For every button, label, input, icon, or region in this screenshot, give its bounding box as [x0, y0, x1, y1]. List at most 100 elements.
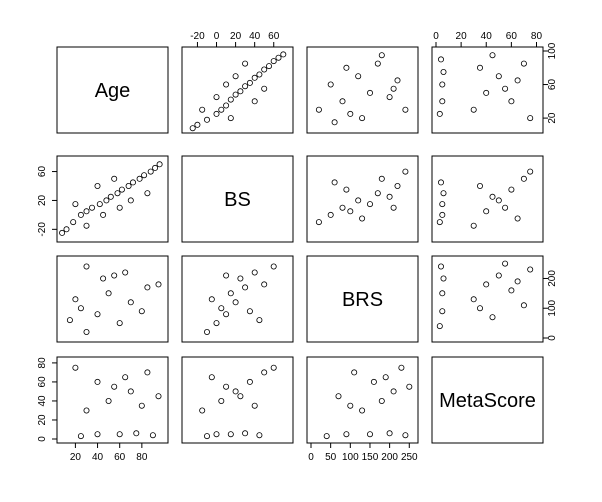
point-metascore-vs-bs-11 — [237, 393, 244, 400]
point-age-vs-bs-17 — [199, 106, 206, 113]
point-brs-vs-bs-12 — [246, 308, 253, 315]
point-bs-vs-metascore-7 — [495, 197, 502, 204]
point-age-vs-bs-20 — [232, 73, 239, 80]
point-bs-vs-age-18 — [100, 211, 107, 218]
point-metascore-vs-brs-14 — [347, 402, 354, 409]
point-age-vs-brs-7 — [386, 94, 393, 101]
point-age-vs-bs-19 — [223, 81, 230, 88]
point-bs-vs-metascore-6 — [483, 208, 490, 215]
point-metascore-vs-age-0 — [77, 433, 84, 440]
point-age-vs-metascore-6 — [483, 89, 490, 96]
point-age-vs-bs-4 — [223, 102, 230, 109]
point-metascore-vs-bs-7 — [232, 388, 239, 395]
tick-label-bs-top-4: 60 — [268, 31, 280, 42]
point-metascore-vs-brs-10 — [398, 364, 405, 371]
point-metascore-vs-age-2 — [116, 431, 123, 438]
point-bs-vs-age-6 — [103, 197, 110, 204]
point-bs-vs-age-16 — [156, 161, 163, 168]
point-age-vs-brs-3 — [347, 110, 354, 117]
point-bs-vs-brs-7 — [386, 193, 393, 200]
point-brs-vs-metascore-0 — [436, 323, 443, 330]
point-brs-vs-age-10 — [155, 281, 162, 288]
point-age-vs-bs-2 — [213, 110, 220, 117]
point-brs-vs-bs-1 — [213, 320, 220, 327]
point-bs-vs-age-17 — [83, 222, 90, 229]
point-brs-vs-age-13 — [66, 317, 73, 324]
point-metascore-vs-brs-3 — [386, 430, 393, 437]
point-bs-vs-age-23 — [94, 182, 101, 189]
point-age-vs-metascore-12 — [502, 85, 509, 92]
panel-metascore-vs-bs — [181, 356, 294, 444]
point-bs-vs-metascore-3 — [440, 190, 447, 197]
point-age-vs-brs-0 — [315, 106, 322, 113]
point-metascore-vs-brs-11 — [335, 393, 342, 400]
panel-age-vs-metascore — [431, 46, 544, 134]
point-brs-vs-metascore-13 — [514, 278, 521, 285]
tick-label-age-bottom-3: 80 — [136, 452, 148, 463]
point-metascore-vs-age-1 — [94, 431, 101, 438]
point-brs-vs-age-7 — [100, 275, 107, 282]
point-brs-vs-age-11 — [72, 296, 79, 303]
tick-label-metascore-top-2: 40 — [481, 31, 493, 42]
point-age-vs-bs-9 — [246, 79, 253, 86]
point-metascore-vs-brs-8 — [370, 378, 377, 385]
tick-label-metascore-top-4: 80 — [531, 31, 543, 42]
point-bs-vs-age-10 — [125, 182, 132, 189]
point-age-vs-bs-16 — [280, 51, 287, 58]
point-metascore-vs-brs-0 — [323, 433, 330, 440]
point-age-vs-metascore-8 — [508, 98, 515, 105]
point-brs-vs-age-14 — [111, 272, 118, 279]
panel-bs-vs-metascore — [431, 155, 544, 243]
point-brs-vs-bs-13 — [256, 317, 263, 324]
tick-label-brs-right-2: 200 — [547, 270, 558, 287]
tick-label-age-bottom-1: 40 — [92, 452, 104, 463]
tick-label-bs-top-1: 0 — [214, 31, 220, 42]
point-bs-vs-age-0 — [63, 226, 70, 233]
point-age-vs-brs-5 — [366, 89, 373, 96]
point-metascore-vs-bs-3 — [242, 430, 249, 437]
point-metascore-vs-brs-6 — [378, 397, 385, 404]
point-age-vs-metascore-13 — [514, 77, 521, 84]
point-bs-vs-metascore-8 — [508, 186, 515, 193]
point-metascore-vs-age-10 — [72, 364, 79, 371]
point-age-vs-bs-13 — [265, 63, 272, 70]
point-brs-vs-age-6 — [144, 284, 151, 291]
point-age-vs-metascore-9 — [520, 60, 527, 67]
tick-label-age-right-1: 60 — [547, 79, 558, 91]
point-brs-vs-age-4 — [127, 299, 134, 306]
point-age-vs-metascore-10 — [527, 115, 534, 122]
tick-label-metascore-left-4: 80 — [37, 357, 48, 369]
point-brs-vs-age-9 — [83, 263, 90, 270]
point-metascore-vs-bs-5 — [199, 407, 206, 414]
tick-label-brs-bottom-1: 50 — [325, 452, 337, 463]
tick-label-metascore-left-0: 0 — [37, 436, 48, 442]
tick-label-brs-bottom-0: 0 — [308, 452, 314, 463]
point-brs-vs-bs-7 — [237, 275, 244, 282]
point-bs-vs-age-7 — [107, 193, 114, 200]
point-bs-vs-metascore-13 — [514, 215, 521, 222]
tick-label-brs-bottom-2: 100 — [342, 452, 359, 463]
variable-label-brs: BRS — [342, 289, 383, 311]
point-bs-vs-brs-11 — [359, 215, 366, 222]
tick-label-bs-top-3: 40 — [249, 31, 261, 42]
panel-brs-vs-age — [56, 255, 169, 343]
point-bs-vs-age-3 — [83, 208, 90, 215]
tick-label-metascore-left-3: 60 — [37, 376, 48, 388]
tick-label-brs-right-0: 0 — [547, 335, 558, 341]
point-bs-vs-age-15 — [152, 164, 159, 171]
point-age-vs-bs-23 — [251, 98, 258, 105]
point-brs-vs-bs-14 — [223, 272, 230, 279]
point-age-vs-bs-7 — [237, 88, 244, 95]
point-metascore-vs-bs-1 — [213, 431, 220, 438]
point-bs-vs-brs-1 — [327, 211, 334, 218]
point-brs-vs-bs-4 — [232, 299, 239, 306]
point-brs-vs-metascore-5 — [470, 296, 477, 303]
point-bs-vs-brs-13 — [331, 179, 338, 186]
tick-label-age-bottom-2: 60 — [114, 452, 126, 463]
point-bs-vs-age-1 — [70, 219, 77, 226]
tick-label-brs-bottom-3: 150 — [362, 452, 379, 463]
point-age-vs-bs-8 — [242, 83, 249, 90]
tick-label-metascore-left-1: 20 — [37, 414, 48, 426]
point-metascore-vs-brs-13 — [382, 374, 389, 381]
